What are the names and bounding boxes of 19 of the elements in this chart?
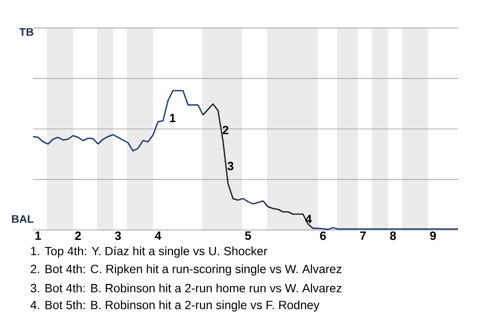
x-tick-label: 7 [360, 232, 366, 240]
annotation: BAL [12, 215, 34, 223]
annotation: 4 [305, 214, 312, 224]
x-tick-label: 3 [114, 232, 121, 240]
x-tick-label: 6 [320, 232, 326, 240]
x-tick-label: 4 [154, 232, 162, 240]
x-tick-label: 5 [245, 232, 251, 240]
annotation: 2 [222, 126, 228, 134]
text: 3. Bot 4th: B. Robinson hit a 2-run home run vs W. Alvarez [30, 284, 342, 292]
text: TB [19, 28, 34, 36]
text: 4. Bot 5th: B. Robinson hit a 2-run single vs F. Rodney [30, 300, 320, 312]
x-tick-label: 2 [75, 232, 81, 240]
annotation: 1 [170, 114, 176, 122]
x-tick-label: 8 [390, 232, 396, 240]
text: 2. Bot 4th: C. Ripken hit a run-scoring single vs W. Alvarez [30, 264, 342, 276]
x-tick-label: 9 [430, 232, 436, 240]
x-tick-label: 1 [35, 232, 41, 240]
annotation: 3 [227, 162, 234, 170]
text: 1. Top 4th: Y. Díaz hit a single vs U. Shocker [31, 246, 268, 258]
